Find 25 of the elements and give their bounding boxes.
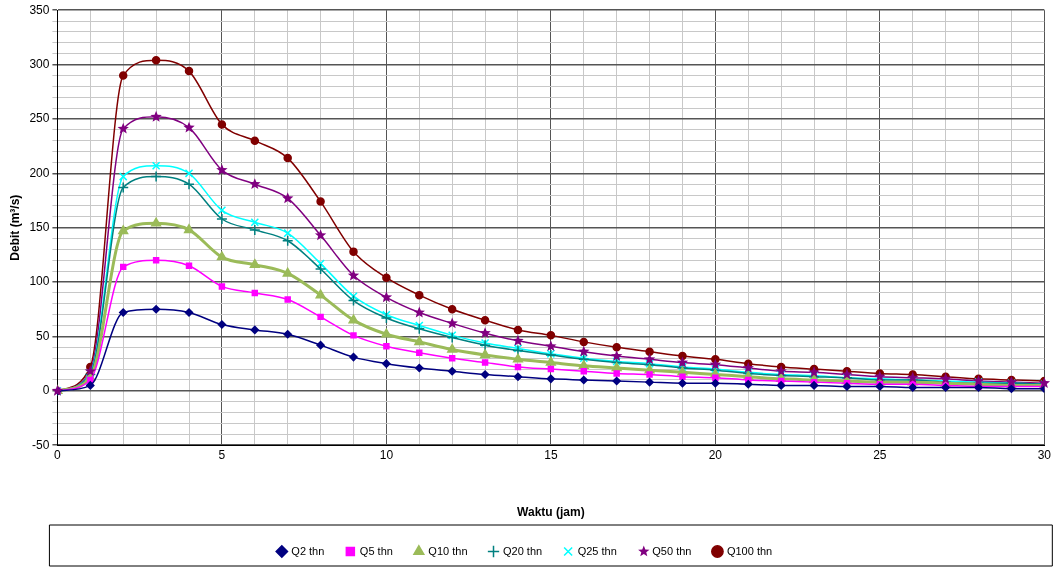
legend-label: Q50 thn <box>652 544 692 557</box>
y-tick-label: 100 <box>29 274 50 289</box>
legend-label: Q10 thn <box>428 544 468 557</box>
y-tick-label: 300 <box>29 56 50 71</box>
y-tick-label: 200 <box>29 165 50 180</box>
y-tick-label: 50 <box>36 328 50 343</box>
legend-label: Q100 thn <box>726 544 773 557</box>
x-axis-title: Waktu (jam) <box>517 505 585 520</box>
y-tick-label: 0 <box>42 383 50 398</box>
y-tick-label: -50 <box>32 437 50 452</box>
y-tick-label: 150 <box>29 220 50 235</box>
x-tick-label: 0 <box>54 447 62 462</box>
x-tick-label: 25 <box>873 447 887 462</box>
legend-label: Q5 thn <box>359 544 393 557</box>
legend-label: Q25 thn <box>577 544 617 557</box>
x-tick-label: 20 <box>708 447 723 462</box>
y-axis-title: Debit (m³/s) <box>7 194 22 261</box>
legend-label: Q2 thn <box>291 544 325 557</box>
y-tick-label: 250 <box>29 111 50 126</box>
x-tick-label: 30 <box>1037 447 1052 462</box>
x-tick-label: 15 <box>544 447 558 462</box>
legend-label: Q20 thn <box>503 544 543 557</box>
x-tick-label: 5 <box>218 447 226 462</box>
x-tick-label: 10 <box>379 447 394 462</box>
y-tick-label: 350 <box>29 2 50 17</box>
